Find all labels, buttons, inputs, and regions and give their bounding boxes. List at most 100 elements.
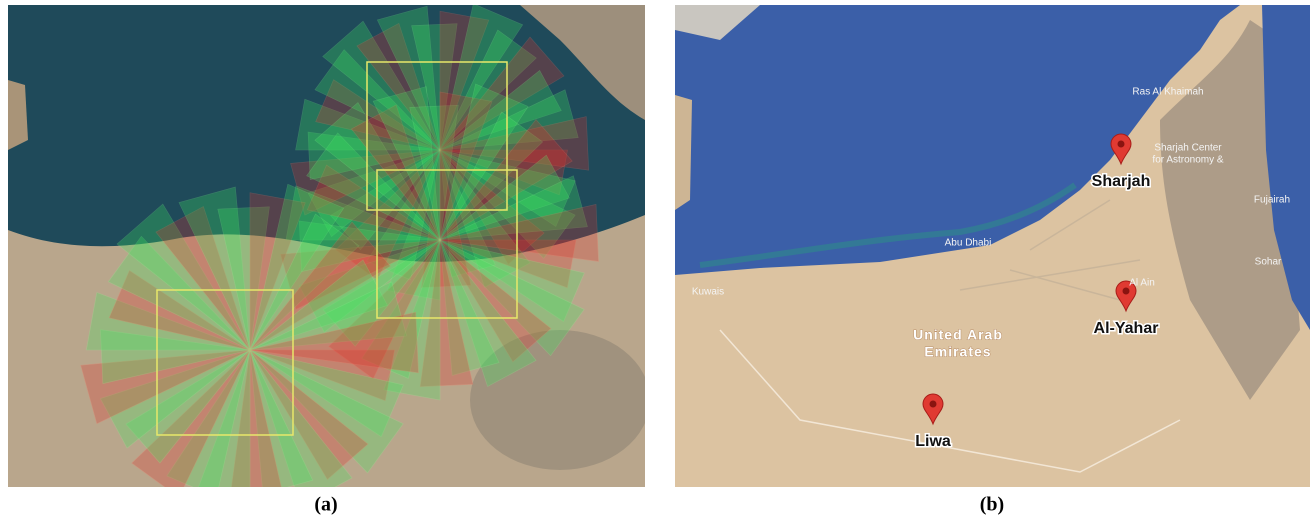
map-label: Ras Al Khaimah	[1132, 87, 1203, 98]
map-label: for Astronomy &	[1152, 155, 1223, 166]
coverage-wedge	[439, 239, 500, 376]
land	[8, 80, 28, 150]
coverage-wedge	[439, 83, 529, 241]
coverage-wedge	[290, 149, 441, 216]
coverage-wedge	[249, 221, 391, 351]
coverage-wedge	[249, 349, 369, 480]
coverage-wedge	[295, 98, 441, 151]
coverage-wedge	[86, 292, 251, 351]
coverage-wedge	[249, 192, 306, 351]
pin	[1110, 133, 1132, 166]
coverage-wedge	[383, 239, 441, 401]
coverage-wedge	[439, 70, 562, 151]
coverage-wedge	[439, 5, 524, 151]
coverage-wedge	[439, 149, 496, 278]
map-label: Abu Dhabi	[945, 238, 992, 249]
coverage-wedge	[439, 89, 579, 151]
land	[675, 5, 1310, 487]
coverage-wedge	[328, 239, 441, 380]
coverage-wedge	[439, 154, 570, 241]
coverage-wedge	[107, 235, 251, 351]
coverage-wedge	[439, 111, 544, 241]
coverage-wedge	[80, 349, 251, 425]
road	[959, 199, 1141, 301]
terrain	[470, 330, 645, 470]
coverage-wedge	[351, 104, 441, 241]
coverage-wedge	[231, 349, 282, 487]
coverage-wedge	[249, 349, 404, 474]
pin-dot	[1122, 287, 1130, 295]
panel-b: Sharjah Al-Yahar Liwa Ras Al Khaimah Sharjah…	[675, 5, 1310, 487]
coverage-wedge	[439, 239, 585, 357]
coverage-wedge	[178, 186, 251, 351]
coverage-wedge	[386, 149, 441, 301]
coverage-wedge	[100, 349, 251, 449]
coverage-wedge	[116, 203, 251, 351]
coverage-wedge	[314, 49, 441, 151]
footprint	[156, 289, 294, 436]
coverage-wedge	[322, 239, 441, 347]
coverage-wedge	[298, 220, 441, 272]
coverage-wedge	[439, 239, 537, 387]
mountains	[1160, 20, 1300, 400]
coverage-wedge	[439, 10, 490, 151]
coverage-wedge	[249, 349, 404, 438]
coverage-wedge	[249, 349, 395, 402]
coverage-wedge	[439, 36, 565, 151]
coverage-wedge	[366, 149, 441, 281]
coverage-wedge	[411, 23, 458, 151]
coverage-wedge	[439, 239, 585, 322]
map-label: Sohar	[1255, 257, 1282, 268]
coverage-wedge	[376, 5, 441, 151]
coverage-wedge	[409, 104, 459, 241]
coverage-wedge	[307, 131, 441, 180]
coverage-wedge	[421, 149, 472, 288]
coverage-wedge	[322, 20, 441, 151]
coverage-wedge	[217, 206, 270, 351]
coverage-wedge	[249, 349, 314, 487]
footprint	[376, 169, 518, 319]
coverage-wedge	[439, 239, 577, 289]
map-label: Emirates	[924, 344, 991, 360]
coverage-wedge	[439, 29, 537, 151]
coverage-wedge	[249, 213, 360, 351]
footprint	[366, 61, 508, 211]
coverage-wedge	[439, 116, 589, 171]
land	[675, 5, 760, 40]
place-label: Liwa	[915, 433, 951, 450]
coverage-wedge	[131, 349, 251, 487]
coverage-wedge	[249, 311, 419, 374]
sea	[1262, 5, 1310, 330]
coverage-wedge	[330, 149, 441, 251]
coverage-wedge	[439, 204, 599, 262]
coverage-wedge	[298, 239, 441, 333]
coverage-wedge	[439, 239, 552, 363]
map-label: Kuwais	[692, 287, 724, 298]
coverage-wedge	[249, 281, 408, 351]
coverage-wedge	[335, 149, 441, 281]
coverage-wedge	[306, 132, 441, 241]
pin	[1115, 280, 1137, 313]
coverage-wedge	[285, 185, 441, 241]
coverage-wedge	[439, 149, 545, 265]
coverage-wedge	[361, 239, 441, 379]
coverage-wedge	[249, 183, 345, 351]
shallows	[699, 182, 1077, 268]
coverage-wedge	[307, 149, 441, 237]
panel-a	[8, 5, 645, 487]
coverage-wedge	[166, 349, 251, 487]
coverage-wedge	[315, 79, 441, 151]
caption: (b)	[980, 494, 1004, 516]
coverage-wedge	[280, 239, 441, 310]
place-label: Al-Yahar	[1094, 320, 1159, 337]
border	[719, 329, 1181, 473]
coverage	[80, 5, 599, 487]
coverage-wedge	[249, 259, 388, 351]
map-label: Fujairah	[1254, 195, 1290, 206]
coverage-wedge	[155, 206, 251, 351]
coverage-wedge	[249, 349, 353, 487]
coverage-wedge	[356, 22, 441, 151]
map-label: Sharjah Center	[1154, 143, 1222, 154]
labels: Sharjah Al-Yahar Liwa Ras Al Khaimah Sharjah…	[692, 87, 1290, 452]
